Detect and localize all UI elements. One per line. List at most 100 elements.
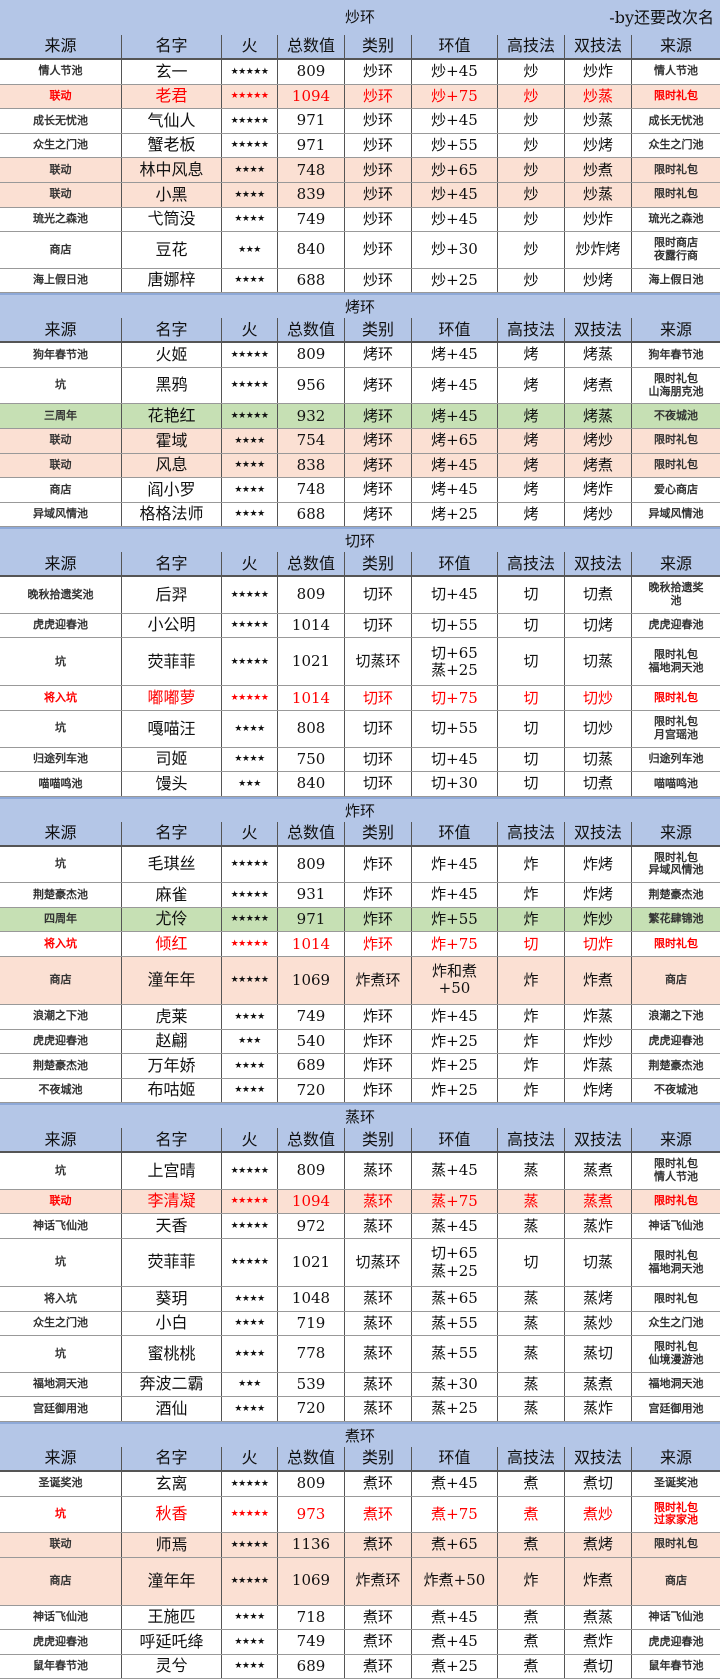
cell-category: 烤环 <box>345 343 412 367</box>
section-title-text: 炸环 <box>344 801 375 820</box>
cell-total-value: 749 <box>278 1630 345 1654</box>
cell-source-detail: 虎虎迎春池 <box>648 618 704 632</box>
cell-dual-skill: 蒸切 <box>565 1336 632 1372</box>
cell-name: 潼年年 <box>122 956 222 1004</box>
cell-ring-value: 炒+45 <box>412 60 498 84</box>
cell-dual-skill: 炒蒸 <box>565 182 632 207</box>
cell-dual-skill: 炒烤 <box>565 268 632 293</box>
cell-source: 联动 <box>0 1533 122 1557</box>
cell-fire-stars: ★★★★★ <box>222 367 278 404</box>
cell-ring-value: 煮+45 <box>412 1630 498 1654</box>
cell-name: 花艳红 <box>122 404 222 428</box>
cell-category: 蒸环 <box>345 1189 412 1214</box>
cell-category: 切蒸环 <box>345 638 412 686</box>
table-row: 成长无忧池 气仙人 ★★★★★ 971 炒环 炒+45 炒炒蒸 成长无忧池 <box>0 109 720 134</box>
cell-source-detail: 限时礼包 <box>654 89 698 103</box>
cell-dual-skill: 炸煮 <box>565 1557 632 1605</box>
cell-dual-skill: 炸烤 <box>565 883 632 907</box>
cell-total-value: 539 <box>278 1372 345 1397</box>
cell-fire-stars: ★★★★ <box>222 1336 278 1372</box>
cell-total-value: 778 <box>278 1336 345 1372</box>
cell-ring-value: 蒸+65 <box>412 1287 498 1311</box>
cell-ring-value: 烤+45 <box>412 343 498 367</box>
cell-ring-value: 炸+45 <box>412 846 498 883</box>
table-row: 琉光之森池 弋筒没 ★★★★ 749 炒环 炒+45 炒炒炸 琉光之森池 <box>0 207 720 233</box>
section-title-text: 切环 <box>344 532 375 551</box>
cell-ring-value: 炒+45 <box>412 182 498 207</box>
cell-total-value: 689 <box>278 1654 345 1679</box>
cell-name: 小公明 <box>122 613 222 638</box>
cell-fire-stars: ★★★★ <box>222 1311 278 1336</box>
table-row: 众生之门池 小白 ★★★★ 719 蒸环 蒸+55 蒸蒸炒 众生之门池 <box>0 1311 720 1337</box>
cell-ring-value: 切+65 蒸+25 <box>412 638 498 686</box>
cell-total-value: 971 <box>278 907 345 932</box>
cell-source: 成长无忧池 <box>0 109 122 133</box>
cell-source: 异域风情池 <box>0 502 122 527</box>
cell-source-detail: 限时礼包 仙境漫游池 <box>648 1340 704 1366</box>
cell-fire-stars: ★★★★★ <box>222 1239 278 1287</box>
cell-total-value: 1014 <box>278 932 345 956</box>
table-row: 商店 潼年年 ★★★★★ 1069 炸煮环 炸煮+50 炸炸煮 商店 <box>0 1557 720 1606</box>
table-row: 鼠年春节池 灵兮 ★★★★ 689 煮环 煮+25 煮煮切 鼠年春节池 <box>0 1654 720 1680</box>
cell-dual-skill: 煮炒 <box>565 1496 632 1532</box>
cell-total-value: 808 <box>278 711 345 747</box>
cell-high-skill: 炒 <box>498 109 565 133</box>
column-header-dual-skill: 双技法 <box>565 1128 632 1152</box>
cell-fire-stars: ★★★★ <box>222 711 278 747</box>
cell-fire-stars: ★★★★★ <box>222 846 278 883</box>
cell-source: 联动 <box>0 453 122 478</box>
cell-ring-value: 蒸+45 <box>412 1214 498 1239</box>
table-row: 联动 李清凝 ★★★★★ 1094 蒸环 蒸+75 蒸蒸煮 限时礼包 <box>0 1189 720 1215</box>
cell-total-value: 971 <box>278 109 345 133</box>
cell-ring-value: 炒+25 <box>412 268 498 293</box>
cell-source: 众生之门池 <box>0 133 122 158</box>
cell-fire-stars: ★★★★★ <box>222 1214 278 1239</box>
cell-dual-skill: 烤蒸 <box>565 404 632 428</box>
cell-high-skill: 烤 <box>498 428 565 453</box>
cell-source: 将入坑 <box>0 686 122 710</box>
cell-high-skill: 烤 <box>498 502 565 527</box>
column-header-row: 来源 名字火总数值 类别 环值 高技法 双技法 来源 <box>0 318 720 344</box>
cell-ring-value: 炸煮+50 <box>412 1557 498 1605</box>
cell-high-skill: 烤 <box>498 343 565 367</box>
cell-dual-skill: 蒸煮 <box>565 1189 632 1214</box>
cell-source-detail: 荆楚豪杰池 <box>648 887 704 901</box>
cell-name: 潼年年 <box>122 1557 222 1605</box>
cell-ring-value: 炒+30 <box>412 232 498 268</box>
column-header-high-skill: 高技法 <box>498 35 565 58</box>
cell-total-value: 720 <box>278 1397 345 1421</box>
cell-category: 炒环 <box>345 158 412 182</box>
cell-category: 切环 <box>345 577 412 613</box>
column-header-source: 来源 <box>0 35 122 58</box>
table-row: 坑嘎喵汪 ★★★★ 808 切环 切+55 切切炒 限时礼包 月宫瑶池 <box>0 711 720 748</box>
cell-name: 火姬 <box>122 343 222 367</box>
cell-high-skill: 煮 <box>498 1533 565 1557</box>
cell-high-skill: 炸 <box>498 1078 565 1103</box>
cell-category: 炸煮环 <box>345 1557 412 1605</box>
cell-name: 酒仙 <box>122 1397 222 1421</box>
cell-source-detail: 限时礼包 <box>654 690 698 704</box>
cell-total-value: 1069 <box>278 956 345 1004</box>
cell-category: 炸环 <box>345 907 412 932</box>
cell-source: 联动 <box>0 428 122 453</box>
cell-category: 切环 <box>345 686 412 710</box>
cell-total-value: 748 <box>278 158 345 182</box>
cell-ring-value: 炸+45 <box>412 883 498 907</box>
cell-fire-stars: ★★★★★ <box>222 907 278 932</box>
cell-ring-value: 炒+45 <box>412 109 498 133</box>
cell-source: 联动 <box>0 1189 122 1214</box>
cell-total-value: 688 <box>278 502 345 527</box>
cell-dual-skill: 切蒸 <box>565 638 632 686</box>
cell-total-value: 754 <box>278 428 345 453</box>
cell-ring-value: 炸+55 <box>412 907 498 932</box>
cell-name: 万年娇 <box>122 1054 222 1078</box>
column-header-source: 来源 <box>0 318 122 342</box>
cell-fire-stars: ★★★★ <box>222 1397 278 1421</box>
cell-total-value: 809 <box>278 60 345 84</box>
cell-source-detail: 限时礼包 <box>654 1537 698 1551</box>
cell-fire-stars: ★★★★★ <box>222 883 278 907</box>
cell-dual-skill: 炸烤 <box>565 846 632 883</box>
cell-category: 炒环 <box>345 268 412 293</box>
table-row: 坑蜜桃桃 ★★★★ 778 蒸环 蒸+55 蒸蒸切 限时礼包 仙境漫游池 <box>0 1336 720 1373</box>
